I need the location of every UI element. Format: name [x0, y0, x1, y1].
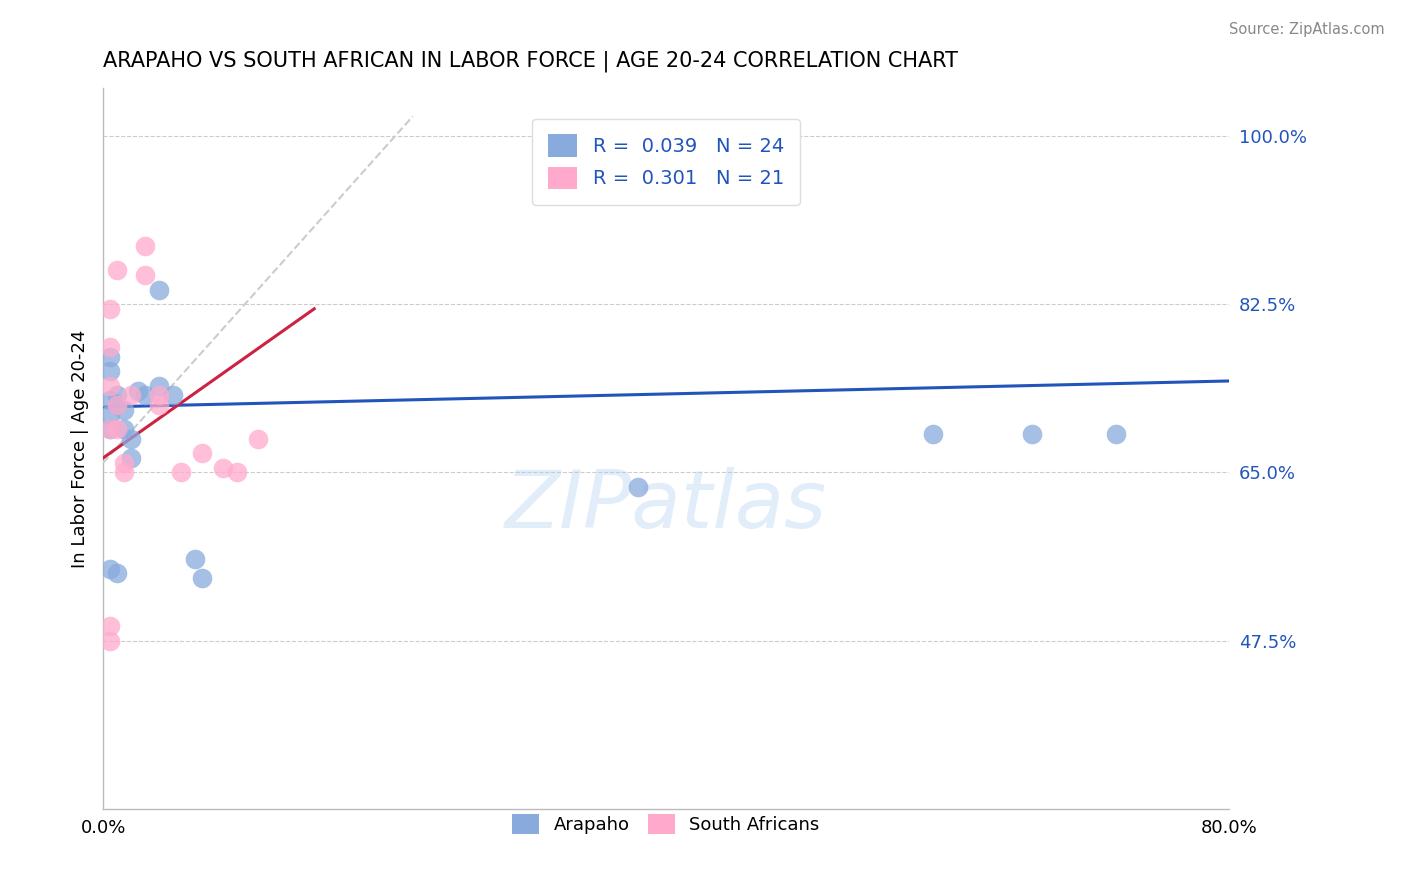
Point: [112, 402, 135, 417]
Point: [105, 566, 128, 581]
Point: [105, 422, 128, 436]
Point: [134, 268, 156, 282]
Point: [98, 378, 121, 392]
Text: ARAPAHO VS SOUTH AFRICAN IN LABOR FORCE | AGE 20-24 CORRELATION CHART: ARAPAHO VS SOUTH AFRICAN IN LABOR FORCE …: [103, 51, 957, 72]
Point: [98, 301, 121, 316]
Point: [190, 446, 212, 460]
Point: [98, 561, 121, 575]
Y-axis label: In Labor Force | Age 20-24: In Labor Force | Age 20-24: [72, 329, 89, 567]
Point: [105, 398, 128, 412]
Point: [1105, 426, 1128, 441]
Legend: Arapaho, South Africans: Arapaho, South Africans: [503, 805, 828, 844]
Point: [183, 552, 205, 566]
Point: [246, 432, 269, 446]
Text: Source: ZipAtlas.com: Source: ZipAtlas.com: [1229, 22, 1385, 37]
Point: [148, 283, 170, 297]
Point: [112, 456, 135, 470]
Point: [98, 393, 121, 408]
Point: [112, 466, 135, 480]
Point: [98, 350, 121, 364]
Point: [922, 426, 945, 441]
Point: [98, 422, 121, 436]
Point: [134, 239, 156, 253]
Point: [98, 633, 121, 648]
Text: ZIPatlas: ZIPatlas: [505, 467, 827, 545]
Point: [148, 378, 170, 392]
Point: [211, 460, 233, 475]
Point: [225, 466, 247, 480]
Point: [1021, 426, 1043, 441]
Point: [148, 398, 170, 412]
Point: [98, 408, 121, 422]
Point: [98, 422, 121, 436]
Point: [627, 480, 650, 494]
Point: [148, 388, 170, 402]
Point: [190, 571, 212, 585]
Point: [120, 388, 142, 402]
Point: [162, 388, 184, 402]
Point: [105, 388, 128, 402]
Point: [127, 384, 149, 398]
Point: [98, 619, 121, 633]
Point: [112, 422, 135, 436]
Point: [134, 388, 156, 402]
Point: [105, 398, 128, 412]
Point: [169, 466, 191, 480]
Point: [105, 263, 128, 277]
Point: [120, 450, 142, 465]
Point: [98, 340, 121, 354]
Point: [120, 432, 142, 446]
Point: [98, 364, 121, 378]
